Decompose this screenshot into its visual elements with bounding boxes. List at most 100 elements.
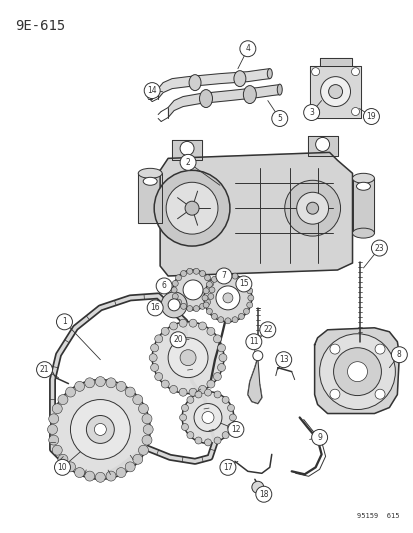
Circle shape — [56, 314, 72, 330]
Circle shape — [65, 387, 75, 397]
Text: 8: 8 — [396, 350, 401, 359]
Circle shape — [224, 272, 230, 278]
Circle shape — [70, 400, 130, 459]
Circle shape — [172, 280, 178, 286]
Circle shape — [219, 459, 235, 475]
Circle shape — [168, 299, 180, 311]
Circle shape — [246, 288, 252, 294]
Circle shape — [245, 334, 261, 350]
Circle shape — [224, 287, 234, 297]
Text: 22: 22 — [262, 325, 272, 334]
Circle shape — [52, 403, 62, 414]
Circle shape — [311, 108, 319, 116]
Circle shape — [175, 274, 181, 281]
Circle shape — [207, 293, 214, 300]
Circle shape — [193, 305, 199, 312]
Text: 13: 13 — [278, 355, 288, 364]
Circle shape — [147, 300, 163, 316]
Circle shape — [142, 414, 152, 424]
Circle shape — [179, 319, 187, 327]
Circle shape — [303, 104, 319, 120]
Text: 95159  615: 95159 615 — [356, 513, 399, 519]
Text: 10: 10 — [57, 463, 67, 472]
Text: 17: 17 — [223, 463, 232, 472]
Circle shape — [154, 373, 162, 381]
Circle shape — [218, 354, 226, 362]
Circle shape — [166, 182, 217, 234]
Circle shape — [216, 268, 231, 284]
Circle shape — [231, 317, 237, 322]
Text: 11: 11 — [249, 337, 258, 346]
Circle shape — [106, 378, 116, 388]
Circle shape — [207, 280, 214, 286]
Circle shape — [229, 414, 236, 421]
Circle shape — [183, 280, 202, 300]
Circle shape — [329, 344, 339, 354]
Circle shape — [202, 295, 207, 301]
Polygon shape — [319, 58, 351, 66]
Circle shape — [223, 293, 233, 303]
Circle shape — [228, 422, 243, 438]
Circle shape — [181, 405, 188, 411]
Circle shape — [186, 268, 192, 274]
Circle shape — [142, 435, 152, 445]
Circle shape — [180, 303, 186, 309]
Circle shape — [238, 313, 244, 319]
Circle shape — [214, 437, 221, 444]
Circle shape — [168, 338, 207, 377]
Circle shape — [211, 313, 217, 319]
Circle shape — [206, 380, 214, 388]
Circle shape — [217, 273, 223, 279]
Text: 12: 12 — [230, 425, 240, 434]
Circle shape — [216, 286, 239, 310]
Polygon shape — [168, 85, 279, 117]
Circle shape — [52, 445, 62, 455]
Circle shape — [311, 430, 327, 446]
Circle shape — [203, 288, 209, 294]
Circle shape — [275, 352, 291, 368]
Text: 7: 7 — [221, 271, 226, 280]
Circle shape — [195, 437, 202, 444]
Circle shape — [133, 394, 142, 405]
Circle shape — [154, 335, 162, 343]
Circle shape — [116, 382, 126, 391]
Circle shape — [311, 68, 319, 76]
Circle shape — [144, 83, 160, 99]
Circle shape — [238, 276, 244, 282]
Circle shape — [214, 391, 221, 398]
Circle shape — [180, 141, 194, 156]
Circle shape — [374, 389, 384, 399]
Circle shape — [181, 424, 188, 431]
Circle shape — [243, 281, 249, 287]
Ellipse shape — [143, 177, 157, 185]
Text: 19: 19 — [366, 112, 375, 121]
Circle shape — [209, 287, 214, 293]
Circle shape — [204, 274, 251, 322]
Circle shape — [47, 424, 57, 434]
Circle shape — [150, 344, 158, 352]
Circle shape — [255, 486, 271, 502]
Circle shape — [217, 317, 223, 322]
Circle shape — [351, 68, 358, 76]
Polygon shape — [138, 173, 162, 223]
Polygon shape — [247, 358, 261, 403]
Circle shape — [86, 416, 114, 443]
Circle shape — [211, 276, 217, 282]
Polygon shape — [314, 328, 399, 414]
Circle shape — [198, 322, 206, 330]
Circle shape — [175, 299, 181, 305]
Ellipse shape — [189, 75, 201, 91]
Circle shape — [202, 411, 214, 424]
Circle shape — [179, 414, 186, 421]
Circle shape — [204, 389, 211, 396]
Circle shape — [189, 319, 197, 327]
Text: 16: 16 — [150, 303, 159, 312]
Circle shape — [224, 318, 230, 324]
Circle shape — [271, 110, 287, 126]
Ellipse shape — [138, 168, 162, 179]
Circle shape — [329, 389, 339, 399]
Circle shape — [156, 278, 172, 294]
Circle shape — [161, 292, 187, 318]
Text: 5: 5 — [277, 114, 282, 123]
Text: 9E-615: 9E-615 — [14, 19, 65, 33]
